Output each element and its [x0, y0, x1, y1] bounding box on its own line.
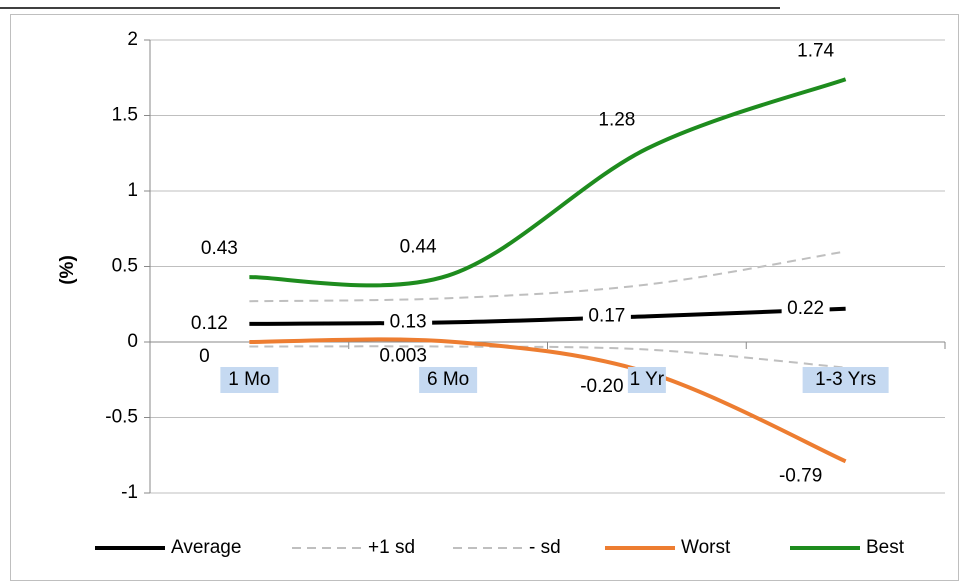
chart-border	[10, 14, 959, 581]
data-label: -0.20	[580, 376, 623, 397]
series-line	[249, 306, 846, 326]
category-label-background	[802, 367, 889, 393]
legend-label: Best	[866, 537, 905, 558]
category-label-background	[419, 367, 478, 393]
y-tick-label: -1	[121, 482, 138, 503]
y-tick-label: 0	[127, 331, 138, 352]
data-label: 0.22	[787, 298, 824, 319]
y-tick-label: 1	[127, 180, 138, 201]
legend-label: - sd	[529, 537, 561, 558]
x-tick-label: 1 Mo	[228, 369, 270, 390]
data-label: 0.12	[191, 313, 228, 334]
label-background	[384, 311, 433, 334]
x-tick-label: 1 Yr	[630, 369, 665, 390]
data-label: 1.74	[797, 40, 834, 61]
data-label: 0.13	[390, 311, 427, 332]
legend-label: Worst	[681, 537, 731, 558]
legend-label: Average	[171, 537, 241, 558]
label-background	[582, 305, 631, 328]
x-tick-label: 6 Mo	[427, 369, 469, 390]
y-tick-label: -0.5	[105, 407, 138, 428]
data-label: 0	[199, 346, 210, 367]
category-label-background	[627, 367, 666, 393]
legend-label: +1 sd	[368, 537, 415, 558]
y-tick-label: 2	[127, 29, 138, 50]
series-line	[249, 250, 846, 303]
y-tick-label: 1.5	[112, 105, 138, 126]
data-label: 0.44	[400, 237, 437, 258]
y-axis-label: (%)	[57, 255, 78, 285]
data-label: 0.43	[201, 238, 238, 259]
data-label: 1.28	[598, 110, 635, 131]
series-line	[249, 337, 847, 464]
label-background	[185, 312, 234, 335]
data-label: 0.17	[588, 305, 625, 326]
series-line	[249, 77, 847, 288]
data-label: -0.79	[779, 465, 822, 486]
data-label: 0.003	[379, 346, 427, 367]
category-label-background	[220, 367, 279, 393]
label-background	[781, 297, 830, 320]
x-tick-label: 1-3 Yrs	[815, 369, 876, 390]
y-tick-label: 0.5	[112, 256, 138, 277]
